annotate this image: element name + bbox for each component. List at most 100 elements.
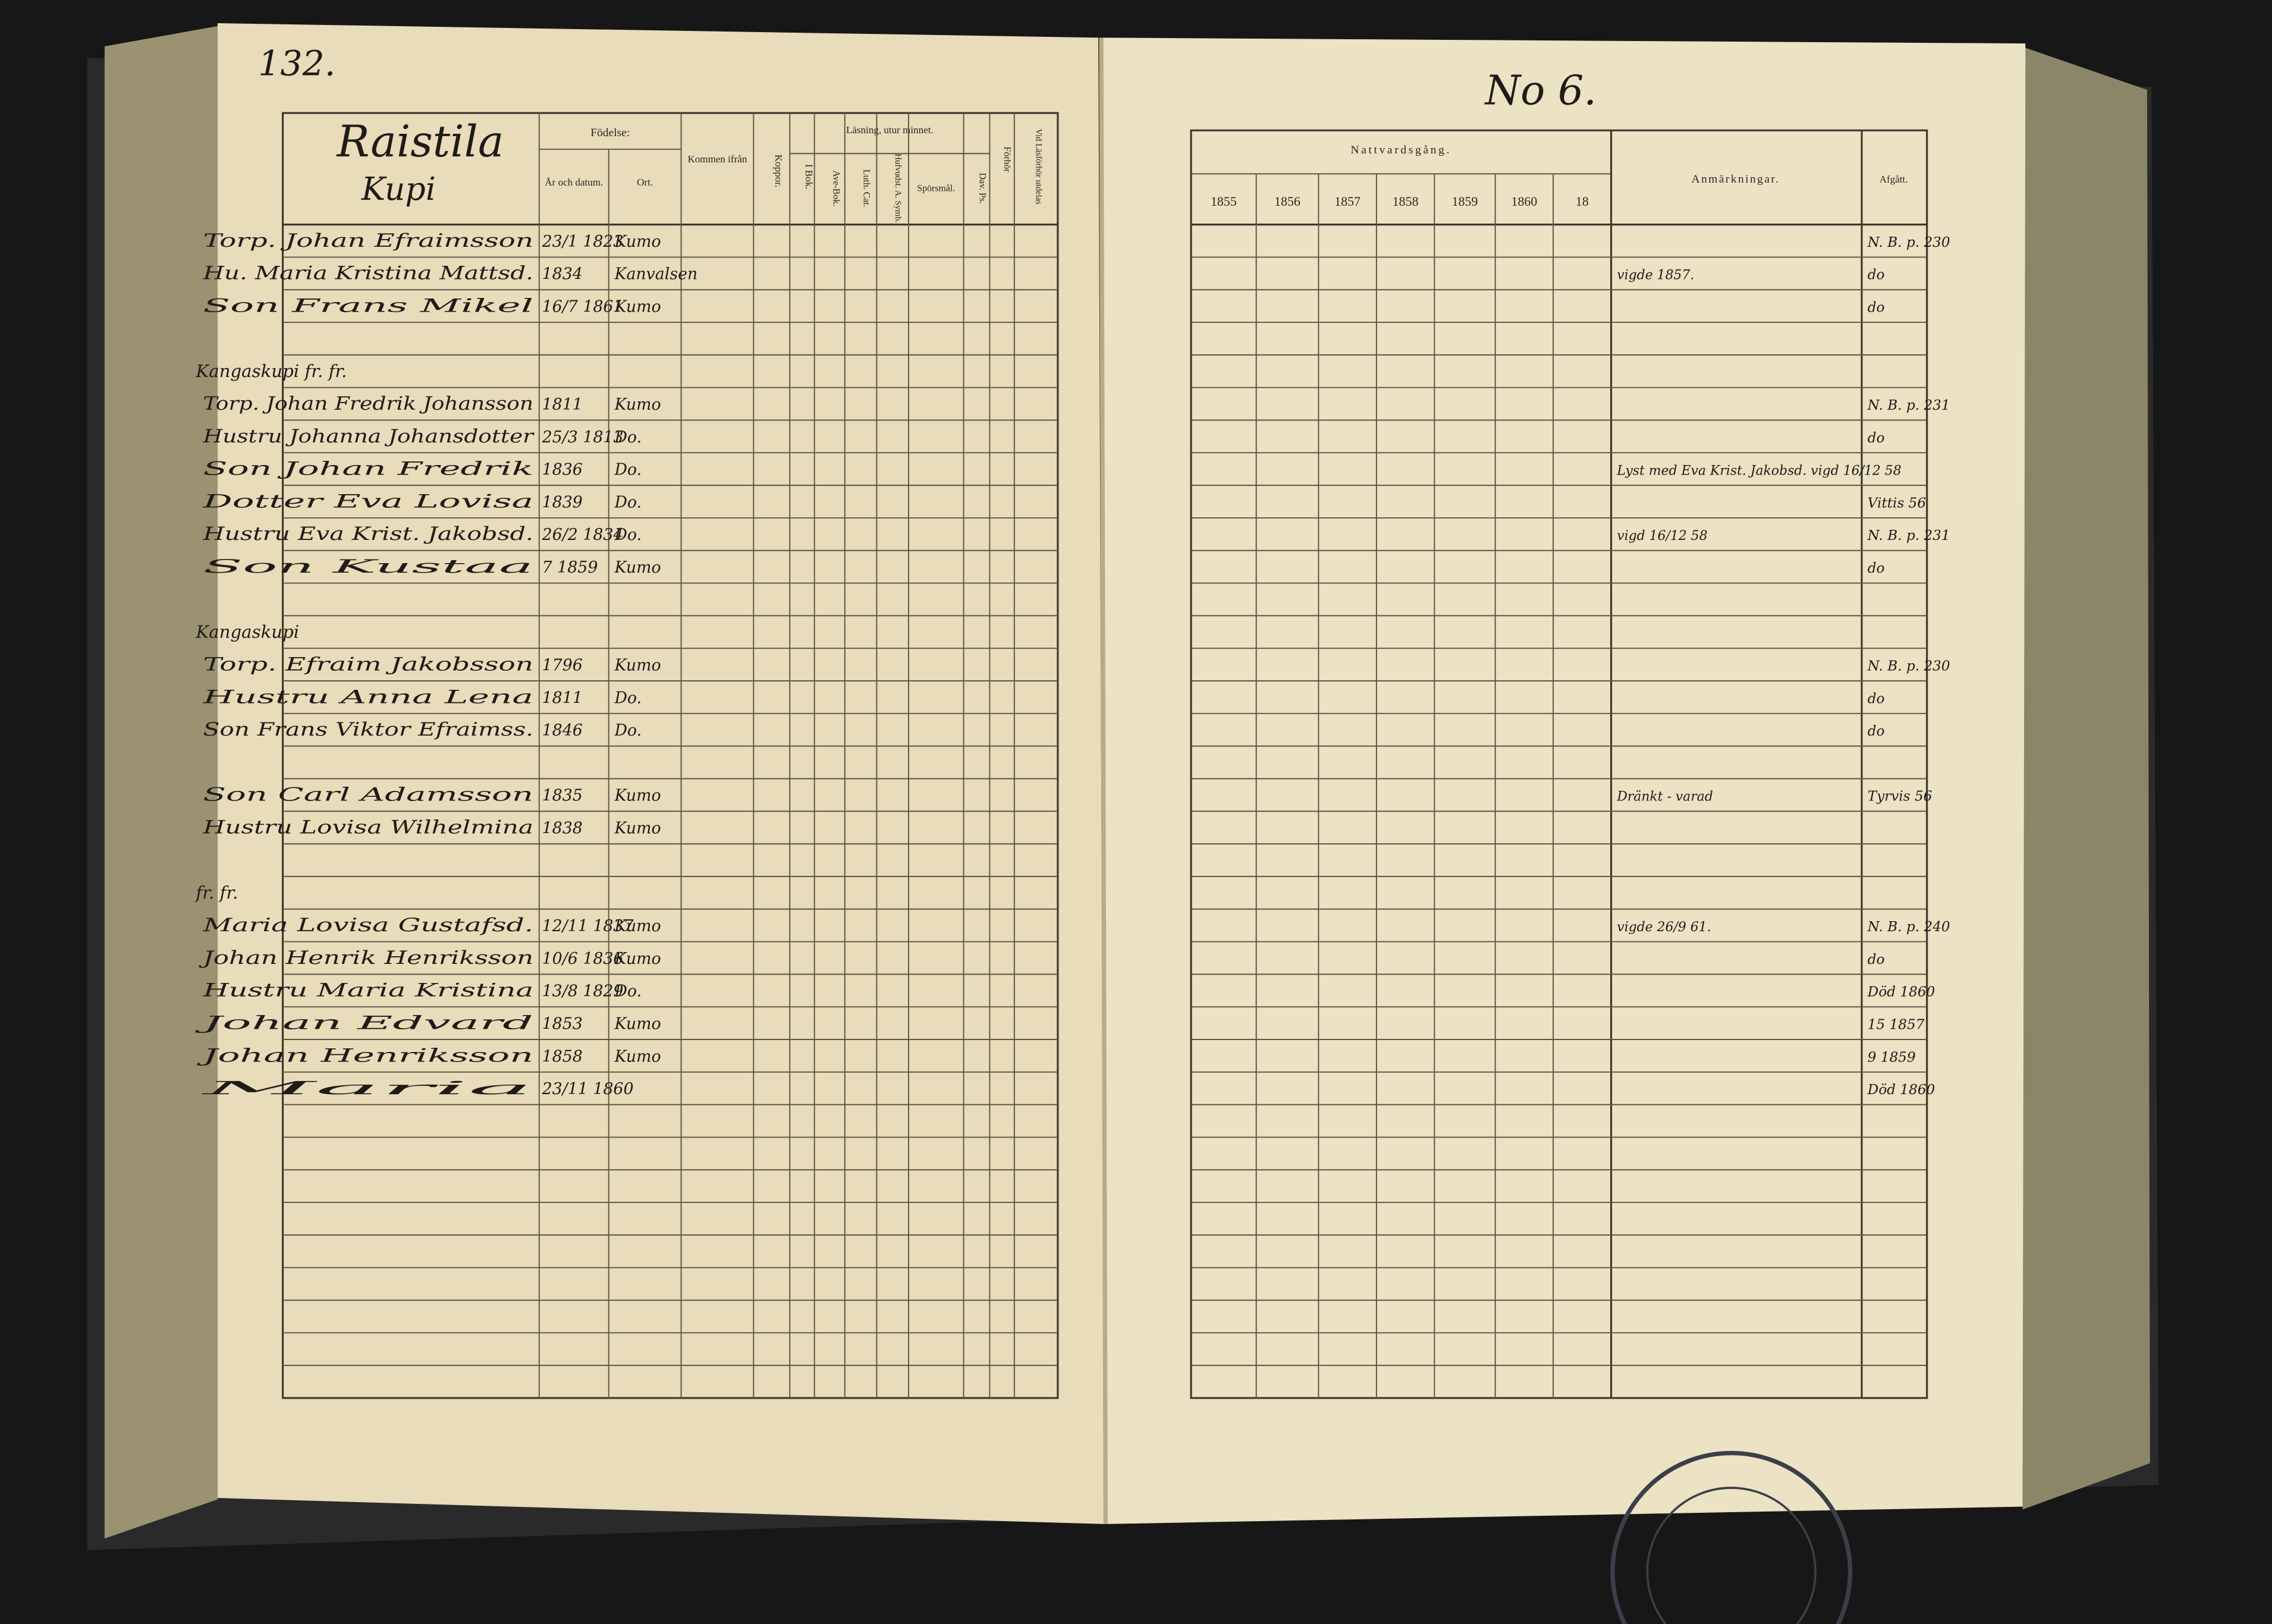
birth-date: 1846 [542, 721, 583, 740]
person-name: Torp. Johan Fredrik Johansson [203, 394, 533, 414]
col-header: Koppor. [773, 155, 784, 187]
col-header: Ort. [637, 177, 653, 188]
birth-place: Kumo [614, 819, 661, 838]
birth-place: Kumo [614, 917, 661, 935]
col-header: Hufvudst. A. Symb. [893, 153, 903, 222]
place-title: Raistila [336, 117, 504, 167]
section-heading: Kangaskupi [195, 622, 299, 642]
year-header: 1857 [1334, 194, 1360, 209]
birth-date: 25/3 1813 [542, 428, 624, 447]
birth-place: Kanvalsen [614, 265, 697, 284]
departed: Död 1860 [1867, 985, 1935, 1000]
birth-date: 16/7 1861 [542, 298, 624, 316]
page-number: 132. [258, 43, 335, 84]
person-name: Dotter Eva Lovisa [202, 491, 533, 512]
person-name: Torp. Efraim Jakobsson [203, 654, 533, 675]
right-page [1101, 37, 2026, 1524]
birth-place: Do. [614, 428, 642, 447]
birth-date: 1836 [542, 461, 583, 479]
col-header: Kommen ifrån [687, 153, 747, 165]
year-header: 1856 [1274, 194, 1300, 209]
departed: Vittis 56 [1868, 495, 1926, 511]
person-name: Johan Henrik Henriksson [198, 948, 533, 969]
year-header: 18 [1576, 194, 1589, 209]
birth-place: Kumo [614, 1014, 661, 1033]
col-header: Dav. Ps. [977, 173, 987, 204]
birth-date: 23/11 1860 [542, 1080, 634, 1098]
birth-date: 1839 [542, 493, 583, 511]
person-name: Maria [200, 1078, 534, 1099]
birth-date: 12/11 1837 [542, 917, 634, 935]
departed: 15 1857 [1868, 1017, 1925, 1032]
person-name: Maria Lovisa Gustafsd. [202, 915, 533, 936]
year-header: 1860 [1511, 194, 1538, 209]
left-page [217, 23, 1104, 1524]
departed: N. B. p. 240 [1867, 919, 1950, 935]
person-name: Son Kustaa [203, 557, 533, 577]
birth-date: 7 1859 [542, 558, 598, 577]
person-name: Hustru Eva Krist. Jakobsd. [202, 524, 533, 545]
remark: vigde 1857. [1617, 268, 1694, 283]
birth-date: 1811 [542, 689, 583, 707]
birth-place: Kumo [614, 1047, 661, 1066]
person-name: Son Johan Fredrik [203, 459, 533, 480]
birth-place: Do. [614, 493, 642, 511]
section-heading: fr. fr. [194, 882, 238, 903]
departed: do [1868, 724, 1885, 739]
person-name: Son Carl Adamsson [203, 785, 533, 806]
departed: Död 1860 [1867, 1082, 1935, 1098]
birth-place: Kumo [614, 558, 661, 577]
col-header: Afgått. [1880, 174, 1908, 185]
section-heading: Kangaskupi fr. fr. [195, 361, 347, 381]
birth-place: Do. [614, 526, 642, 544]
departed: 9 1859 [1868, 1050, 1916, 1065]
departed: do [1868, 300, 1885, 316]
departed: do [1868, 691, 1885, 706]
col-header: Förhör [1002, 146, 1012, 172]
departed: do [1868, 561, 1885, 576]
person-name: Son Frans Mikel [203, 296, 533, 317]
person-name: Torp. Johan Efraimsson [203, 231, 533, 252]
birth-place: Do. [614, 982, 642, 1001]
col-header: Ave-Bok. [831, 170, 841, 206]
birth-place: Do. [614, 721, 642, 740]
birth-date: 1834 [542, 265, 583, 284]
birth-date: 1853 [542, 1014, 583, 1033]
person-name: Hustru Maria Kristina [202, 981, 533, 1001]
departed: do [1868, 952, 1885, 968]
left-table [281, 112, 1059, 1399]
birth-date: 1858 [542, 1047, 583, 1066]
page-edges-left [104, 26, 218, 1539]
birth-date: 10/6 1836 [542, 950, 624, 968]
person-name: Hu. Maria Kristina Mattsd. [202, 263, 533, 284]
birth-date: 1838 [542, 819, 583, 838]
left-table-frame [281, 112, 1059, 1399]
year-header: 1858 [1393, 194, 1419, 209]
birth-date: 26/2 1834 [542, 526, 624, 544]
remark: Dränkt - varad [1616, 790, 1713, 805]
departed: do [1868, 431, 1885, 446]
birth-place: Kumo [614, 233, 661, 251]
departed: N. B. p. 231 [1867, 398, 1950, 413]
birth-place: Kumo [614, 950, 661, 968]
col-header: Födelse: [590, 127, 630, 139]
departed: N. B. p. 231 [1867, 528, 1950, 544]
stamp [1610, 1450, 1853, 1624]
person-name: Hustru Johanna Johansdotter [202, 426, 535, 447]
birth-date: 1811 [542, 395, 583, 414]
remark: vigd 16/12 58 [1617, 529, 1707, 544]
birth-place: Do. [614, 461, 642, 479]
birth-place: Do. [614, 689, 642, 707]
col-header: I Bok. [803, 164, 815, 190]
col-header: Luth. Cat. [861, 169, 871, 208]
birth-date: 23/1 1823 [542, 233, 624, 251]
birth-place: Kumo [614, 656, 661, 674]
birth-date: 13/8 1829 [542, 982, 624, 1001]
person-name: Son Frans Viktor Efraimss. [203, 720, 533, 740]
year-header: 1855 [1211, 194, 1237, 209]
remark: Lyst med Eva Krist. Jakobsd. vigd 16/12 … [1616, 464, 1901, 479]
departed: N. B. p. 230 [1867, 235, 1950, 250]
page-number-right: No 6. [1484, 67, 1597, 114]
page-edges-right [2021, 46, 2150, 1510]
